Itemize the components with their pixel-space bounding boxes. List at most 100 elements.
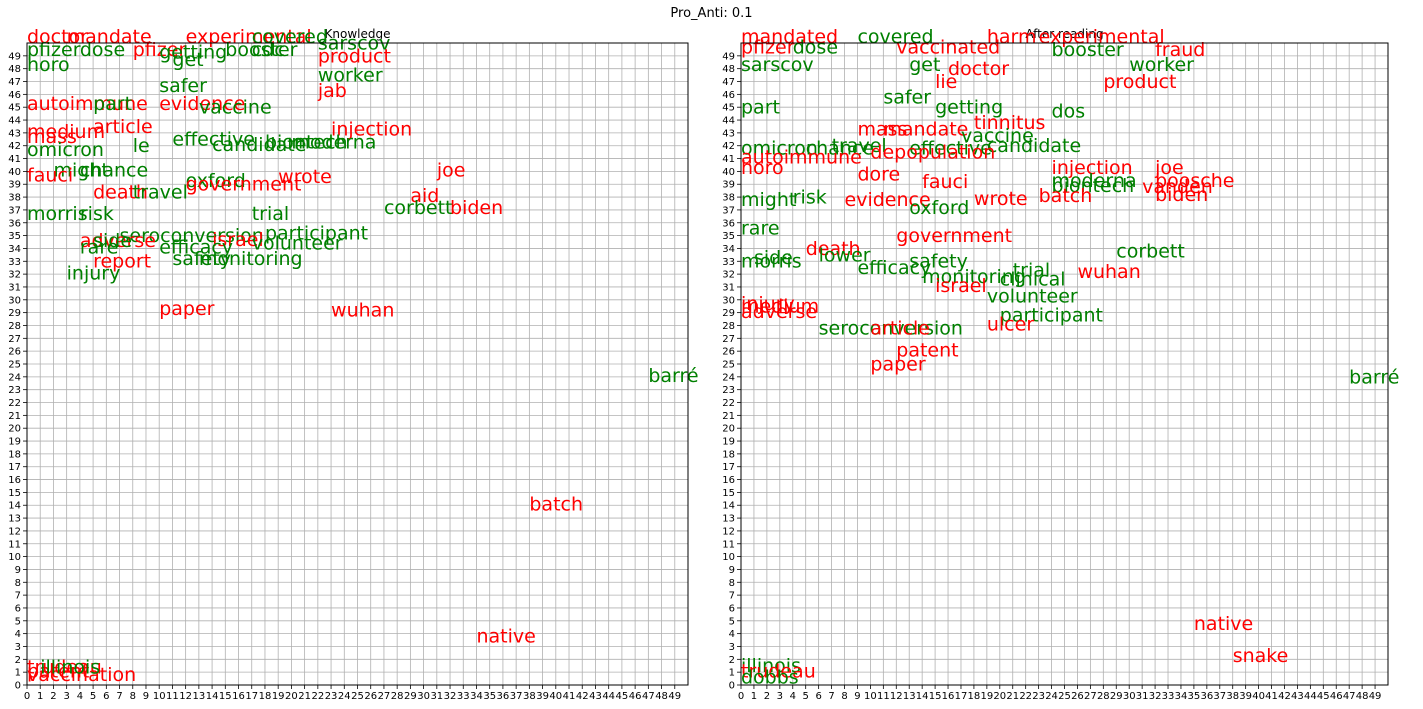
word-point-safer: safer xyxy=(883,86,931,108)
word-point-corbett: corbett xyxy=(1116,240,1185,262)
x-tick-label: 5 xyxy=(803,691,809,702)
y-tick-label: 29 xyxy=(8,308,21,319)
word-point-wrote: wrote xyxy=(974,188,1028,210)
y-tick-label: 2 xyxy=(729,655,735,666)
y-tick-label: 37 xyxy=(8,205,21,216)
word-point-corbett: corbett xyxy=(384,197,453,219)
y-tick-label: 9 xyxy=(729,565,735,576)
word-point-oxford: oxford xyxy=(186,170,246,192)
word-point-barré: barré xyxy=(648,365,698,387)
word-point-candidate: candidate xyxy=(987,135,1081,157)
y-tick-label: 32 xyxy=(722,270,735,281)
word-point-omicron: omicron xyxy=(27,139,104,161)
x-tick-label: 6 xyxy=(815,691,821,702)
word-point-boosche: boosche xyxy=(1155,170,1234,192)
word-point-snake: snake xyxy=(1233,645,1289,667)
word-point-moderna: moderna xyxy=(1052,170,1137,192)
y-tick-label: 7 xyxy=(729,591,735,602)
word-point-chance: chance xyxy=(806,138,874,160)
x-tick-label: 19 xyxy=(980,691,993,702)
word-point-pfizer: pfizer xyxy=(741,36,795,58)
word-point-barré: barré xyxy=(1349,366,1399,388)
x-tick-label: 47 xyxy=(642,691,655,702)
word-point-horo: horo xyxy=(741,157,784,179)
word-point-volunteer: volunteer xyxy=(252,233,343,255)
word-point-evidence: evidence xyxy=(845,189,931,211)
y-tick-label: 15 xyxy=(8,488,21,499)
y-tick-label: 43 xyxy=(722,128,735,139)
word-point-trudeau: trudeau xyxy=(741,660,816,682)
word-point-article: article xyxy=(93,116,153,138)
x-tick-label: 4 xyxy=(77,691,83,702)
word-point-lie: lie xyxy=(935,71,957,93)
word-point-adverse: adverse xyxy=(80,230,156,252)
y-tick-label: 38 xyxy=(722,193,735,204)
y-tick-label: 6 xyxy=(15,603,21,614)
word-point-part: part xyxy=(741,97,780,119)
y-tick-label: 12 xyxy=(722,526,735,537)
word-point-dose: dose xyxy=(80,39,125,61)
y-tick-label: 36 xyxy=(722,218,735,229)
word-point-illinois: illinois xyxy=(40,656,100,678)
y-tick-label: 15 xyxy=(722,488,735,499)
y-tick-label: 48 xyxy=(8,64,21,75)
y-tick-label: 26 xyxy=(8,347,21,358)
word-point-monitoring: monitoring xyxy=(199,248,303,270)
y-tick-label: 46 xyxy=(8,90,21,101)
y-tick-label: 41 xyxy=(8,154,21,165)
y-tick-label: 7 xyxy=(15,591,21,602)
x-tick-label: 41 xyxy=(563,691,576,702)
x-tick-label: 40 xyxy=(1252,691,1265,702)
word-point-adverse: adverse xyxy=(741,301,817,323)
word-point-injection: injection xyxy=(1052,157,1133,179)
y-tick-label: 42 xyxy=(8,141,21,152)
word-point-get: get xyxy=(909,54,940,76)
y-tick-label: 13 xyxy=(8,514,21,525)
y-tick-label: 4 xyxy=(729,629,735,640)
word-point-might: might xyxy=(53,160,108,182)
x-tick-label: 27 xyxy=(378,691,391,702)
x-tick-label: 16 xyxy=(942,691,955,702)
plot-frame xyxy=(740,42,1389,686)
word-point-le: le xyxy=(133,135,150,157)
word-point-pfizer: pfizer xyxy=(27,39,81,61)
panel-title: After reading xyxy=(1025,27,1103,41)
x-tick-label: 29 xyxy=(404,691,417,702)
y-tick-label: 17 xyxy=(722,462,735,473)
x-tick-label: 11 xyxy=(166,691,179,702)
y-tick-label: 11 xyxy=(8,539,21,550)
y-tick-label: 1 xyxy=(729,668,735,679)
x-tick-label: 33 xyxy=(457,691,470,702)
word-point-pfizer: pfizer xyxy=(133,39,187,61)
x-tick-label: 20 xyxy=(993,691,1006,702)
y-tick-label: 5 xyxy=(15,616,21,627)
x-tick-label: 24 xyxy=(338,691,351,702)
y-tick-label: 18 xyxy=(722,449,735,460)
word-point-trial: trial xyxy=(1013,260,1050,282)
y-tick-label: 31 xyxy=(8,282,21,293)
word-point-oxford: oxford xyxy=(909,197,969,219)
word-point-batch: batch xyxy=(1039,185,1093,207)
word-point-joe: joe xyxy=(436,160,466,182)
y-tick-label: 9 xyxy=(15,565,21,576)
word-point-autoimmune: autoimmune xyxy=(741,147,862,169)
word-point-aid: aid xyxy=(410,185,439,207)
word-point-part: part xyxy=(93,93,132,115)
y-tick-label: 32 xyxy=(8,270,21,281)
word-point-fauci: fauci xyxy=(27,165,73,187)
x-tick-label: 10 xyxy=(864,691,877,702)
word-point-morris: morris xyxy=(27,203,88,225)
figure-title: Pro_Anti: 0.1 xyxy=(670,6,753,21)
x-tick-label: 23 xyxy=(325,691,338,702)
y-tick-label: 16 xyxy=(722,475,735,486)
x-tick-label: 49 xyxy=(1369,691,1382,702)
x-tick-label: 48 xyxy=(1356,691,1369,702)
word-point-travel: travel xyxy=(133,181,188,203)
x-tick-label: 10 xyxy=(153,691,166,702)
y-tick-label: 12 xyxy=(8,526,21,537)
x-tick-label: 13 xyxy=(903,691,916,702)
word-point-product: product xyxy=(1103,71,1176,93)
y-tick-label: 31 xyxy=(722,282,735,293)
y-tick-label: 30 xyxy=(8,295,21,306)
y-tick-label: 24 xyxy=(722,372,735,383)
